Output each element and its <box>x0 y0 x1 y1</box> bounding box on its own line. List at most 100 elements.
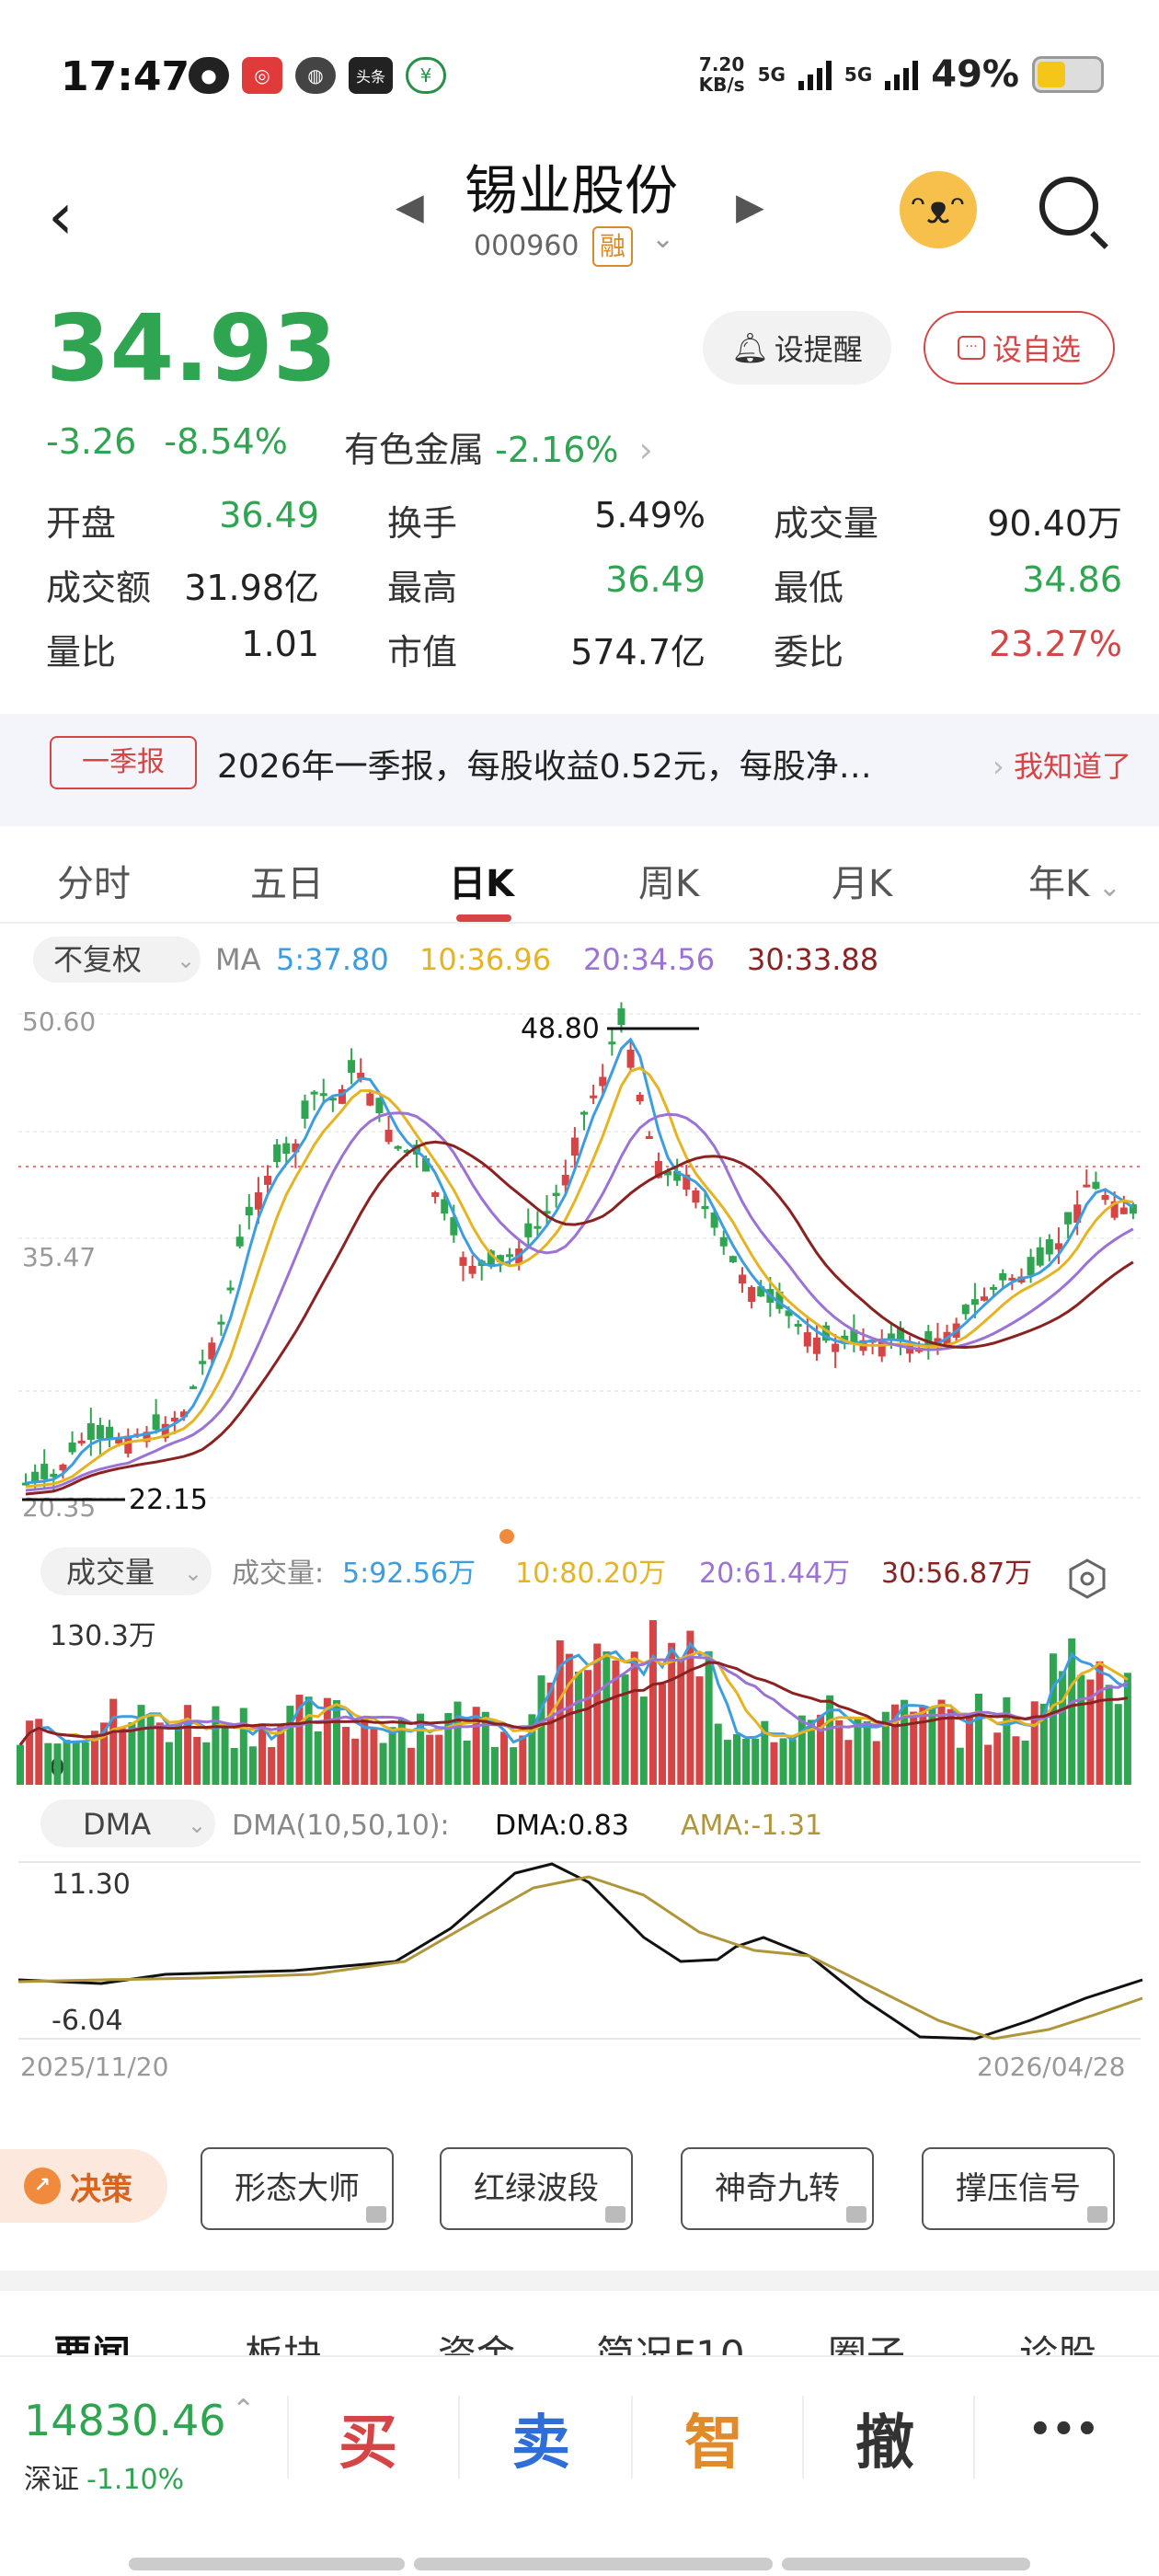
adjust-label: 不复权 <box>53 942 142 977</box>
vol30-value: 30:56.87万 <box>881 1558 1032 1590</box>
tab-five-day[interactable]: 五日 <box>250 863 324 905</box>
sector-name: 有色金属 <box>344 430 485 470</box>
lock-icon <box>846 2206 866 2223</box>
stat-volume-ratio: 量比 1.01 <box>46 623 319 673</box>
section-divider <box>0 2271 1159 2291</box>
trade-bar: 14830.46 ⌃ 深证 -1.10% 买 卖 智 撤 ••• <box>0 2355 1159 2576</box>
kline-ymid: 35.47 <box>22 1242 96 1272</box>
event-dot <box>499 1529 514 1544</box>
dismiss-notice-link[interactable]: › 我知道了 <box>993 749 1131 784</box>
ma20-value: 20:34.56 <box>583 942 715 977</box>
tab-sector[interactable]: 板块 <box>245 2332 323 2355</box>
dma-dropdown <box>40 1800 215 1847</box>
signal-bars-icon <box>885 59 919 90</box>
high-marker: 48.80 <box>521 1013 600 1045</box>
tab-diagnosis[interactable]: 诊股 <box>1019 2332 1097 2355</box>
smart-button[interactable]: 智 <box>684 2409 743 2478</box>
tab-capital[interactable]: 资金 <box>438 2332 516 2355</box>
lock-icon <box>1087 2206 1107 2223</box>
chevron-right-icon: › <box>993 749 1014 784</box>
stat-bid-ratio: 委比 23.27% <box>774 623 1122 673</box>
volume-bars <box>17 1620 1131 1785</box>
decision-badge[interactable]: ↗ 决策 <box>0 2149 167 2223</box>
tab-f10[interactable]: 简况F10 <box>596 2332 745 2355</box>
status-bar: 17:47 ● ◎ ◍ 头条 ¥ 7.20 KB/s 5G 5G 49% <box>0 0 1159 147</box>
tab-yearly-k[interactable]: 年K ⌄ <box>1028 863 1121 905</box>
kline-ymax: 50.60 <box>22 1006 96 1037</box>
chevron-right-icon: › <box>638 430 653 470</box>
tab-intraday[interactable]: 分时 <box>57 863 131 905</box>
home-indicator <box>129 2558 1030 2570</box>
lock-icon <box>605 2206 625 2223</box>
kline-grid <box>18 1013 1141 1499</box>
more-icon[interactable]: ••• <box>1028 2409 1099 2451</box>
pattern-master-button[interactable]: 形态大师 <box>201 2147 394 2230</box>
prev-stock-icon[interactable]: ◀ <box>396 186 424 228</box>
back-icon[interactable]: ‹ <box>48 178 74 254</box>
lock-icon <box>366 2206 386 2223</box>
date-end: 2026/04/28 <box>977 2052 1125 2082</box>
ma30-value: 30:33.88 <box>747 942 878 977</box>
notice-tag: 一季报 <box>50 736 197 789</box>
sector-link[interactable]: 有色金属 -2.16% › <box>344 421 653 472</box>
news-app-icon: ◎ <box>242 57 282 94</box>
stat-turnover: 换手 5.49% <box>387 494 706 544</box>
kline-candles <box>22 1002 1137 1490</box>
adjust-dropdown <box>33 937 201 983</box>
chevron-down-icon: ⌄ <box>177 948 195 973</box>
set-alert-button[interactable]: 🔔︎ 设提醒 <box>703 311 891 385</box>
quote-stats: 开盘 36.49 换手 5.49% 成交量 90.40万 成交额 31.98亿 最高 36… <box>46 488 1122 681</box>
mascot-icon[interactable]: ᵔᴥᵔ <box>900 171 977 248</box>
status-time: 17:47 <box>61 53 190 100</box>
bell-icon: 🔔︎ <box>731 330 769 365</box>
active-tab-indicator <box>456 914 511 922</box>
net-speed: 7.20 KB/s <box>698 53 745 96</box>
change-amount: -3.26 <box>46 421 137 462</box>
cancel-order-button[interactable]: 撤 <box>855 2409 914 2478</box>
add-favorite-button[interactable]: ··· 设自选 <box>924 311 1115 385</box>
stock-code: 000960 <box>474 230 580 262</box>
ma5-value: 5:37.80 <box>276 942 389 977</box>
tab-news[interactable]: 要闻 <box>53 2332 132 2355</box>
ma-label: MA <box>215 942 261 977</box>
strategy-row: ↗ 决策 形态大师 红绿波段 神奇九转 撑压信号 <box>0 2125 1159 2254</box>
chart-area[interactable]: 不复权 ⌄ MA 5:37.80 10:36.96 20:34.56 30:33… <box>0 926 1159 2103</box>
vol10-value: 10:80.20万 <box>515 1558 666 1590</box>
ama-value: AMA:-1.31 <box>681 1810 822 1842</box>
tab-daily-k[interactable]: 日K <box>449 863 514 905</box>
dma-ymin: -6.04 <box>52 2005 123 2037</box>
volume-ymax: 130.3万 <box>50 1620 156 1652</box>
stat-amount: 成交额 31.98亿 <box>46 567 319 608</box>
stock-name: 锡业股份 <box>465 159 679 222</box>
vol20-value: 20:61.44万 <box>699 1558 850 1590</box>
notification-icons: ● ◎ ◍ 头条 ¥ <box>189 57 446 94</box>
change-percent: -8.54% <box>164 421 288 462</box>
buy-button[interactable]: 买 <box>339 2409 397 2478</box>
stock-charts: 不复权 ⌄ MA 5:37.80 10:36.96 20:34.56 30:33… <box>17 937 1143 2082</box>
notice-text: 2026年一季报，每股收益0.52元，每股净… <box>217 748 872 786</box>
vol5-value: 5:92.56万 <box>342 1558 476 1590</box>
sell-button[interactable]: 卖 <box>511 2409 570 2478</box>
tab-community[interactable]: 圈子 <box>828 2332 906 2355</box>
stat-high: 最高 36.49 <box>387 558 706 608</box>
search-icon[interactable] <box>1039 177 1098 236</box>
chevron-down-icon[interactable]: ⌄ <box>651 223 675 255</box>
stat-volume: 成交量 90.40万 <box>774 502 1122 544</box>
magic-nine-button[interactable]: 神奇九转 <box>681 2147 874 2230</box>
trend-icon: ↗ <box>24 2168 61 2204</box>
volume-dropdown <box>40 1547 212 1595</box>
margin-badge: 融 <box>592 226 633 267</box>
dma-value: DMA:0.83 <box>495 1810 629 1842</box>
stat-open: 开盘 36.49 <box>46 494 319 544</box>
index-value[interactable]: 14830.46 <box>24 2396 226 2445</box>
support-resistance-button[interactable]: 撑压信号 <box>922 2147 1115 2230</box>
stats-row: 成交额 31.98亿 最高 36.49 最低 34.86 <box>46 552 1122 616</box>
next-stock-icon[interactable]: ▶ <box>736 186 764 228</box>
tab-weekly-k[interactable]: 周K <box>638 863 700 905</box>
chevron-up-icon[interactable]: ⌃ <box>232 2394 256 2426</box>
index-name: 深证 -1.10% <box>24 2464 185 2496</box>
toutiao-icon: 头条 <box>349 57 393 94</box>
tab-monthly-k[interactable]: 月K <box>832 863 893 905</box>
earnings-notice[interactable]: 一季报 2026年一季报，每股收益0.52元，每股净… › 我知道了 <box>0 714 1159 826</box>
red-green-band-button[interactable]: 红绿波段 <box>440 2147 633 2230</box>
